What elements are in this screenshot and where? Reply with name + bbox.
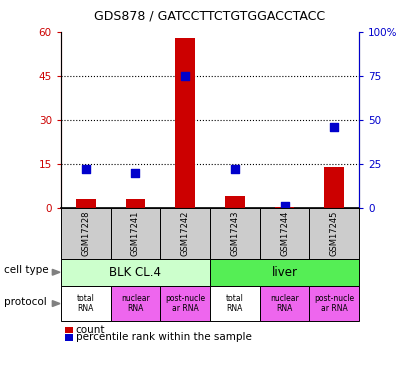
Bar <box>324 167 344 208</box>
Text: GSM17228: GSM17228 <box>81 211 90 256</box>
Point <box>132 170 139 176</box>
Text: protocol: protocol <box>4 297 47 307</box>
Text: GSM17245: GSM17245 <box>330 211 339 256</box>
Text: total
RNA: total RNA <box>226 294 244 313</box>
Text: post-nucle
ar RNA: post-nucle ar RNA <box>165 294 205 313</box>
Point <box>82 166 89 172</box>
Point <box>182 73 189 79</box>
Text: post-nucle
ar RNA: post-nucle ar RNA <box>314 294 354 313</box>
Text: liver: liver <box>272 266 297 279</box>
Text: count: count <box>76 325 105 335</box>
Bar <box>225 196 245 208</box>
Point <box>231 166 238 172</box>
Text: BLK CL.4: BLK CL.4 <box>110 266 161 279</box>
Bar <box>76 200 96 208</box>
Bar <box>175 38 195 208</box>
Text: GSM17241: GSM17241 <box>131 211 140 256</box>
Text: nuclear
RNA: nuclear RNA <box>270 294 299 313</box>
Bar <box>275 207 294 208</box>
Text: total
RNA: total RNA <box>77 294 94 313</box>
Text: GDS878 / GATCCTTCTGTGGACCTACC: GDS878 / GATCCTTCTGTGGACCTACC <box>94 9 326 22</box>
Point <box>281 203 288 209</box>
Text: cell type: cell type <box>4 266 49 275</box>
Bar <box>126 200 145 208</box>
Text: GSM17242: GSM17242 <box>181 211 190 256</box>
Text: GSM17244: GSM17244 <box>280 211 289 256</box>
Text: nuclear
RNA: nuclear RNA <box>121 294 150 313</box>
Text: percentile rank within the sample: percentile rank within the sample <box>76 333 252 342</box>
Text: GSM17243: GSM17243 <box>230 211 239 256</box>
Point <box>331 124 338 130</box>
